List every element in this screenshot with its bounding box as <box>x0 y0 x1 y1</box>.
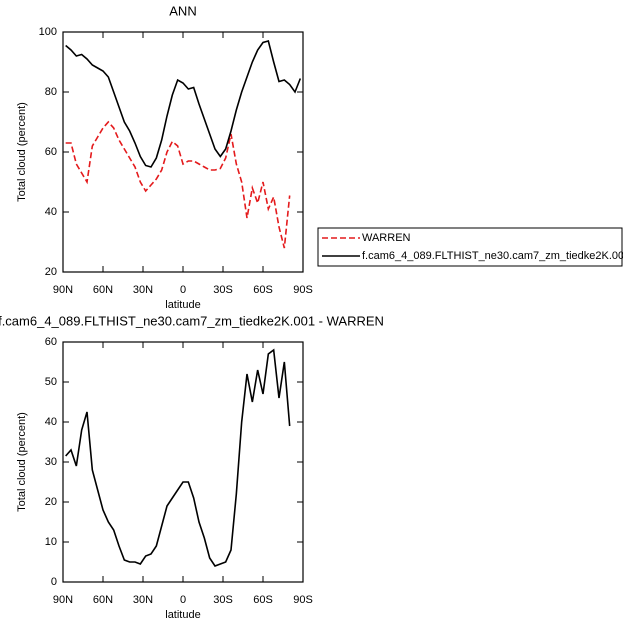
plot-frame <box>62 31 304 273</box>
y-tick-label: 100 <box>39 26 57 38</box>
x-tick-label: 60N <box>93 284 113 296</box>
y-axis-label: Total cloud (percent) <box>16 102 28 202</box>
y-tick-label: 60 <box>45 146 57 158</box>
y-tick-label: 20 <box>45 266 57 278</box>
x-tick-label: 90S <box>293 284 313 296</box>
x-tick-label: 90N <box>53 284 73 296</box>
x-tick-label: 90N <box>53 594 73 606</box>
x-tick-label: 30N <box>133 284 153 296</box>
y-tick-label: 40 <box>45 206 57 218</box>
x-tick-label: 90S <box>293 594 313 606</box>
plot-frame <box>62 341 304 583</box>
data-line <box>65 348 291 567</box>
x-tick-label: 60S <box>253 594 273 606</box>
y-tick-label: 10 <box>45 536 57 548</box>
x-tick-label: 30S <box>213 284 233 296</box>
y-tick-label: 60 <box>45 336 57 348</box>
x-tick-label: 30N <box>133 594 153 606</box>
legend-box <box>317 227 623 267</box>
x-tick-label: 30S <box>213 594 233 606</box>
chart-title: f.cam6_4_089.FLTHIST_ne30.cam7_zm_tiedke… <box>0 313 384 328</box>
x-tick-label: 60S <box>253 284 273 296</box>
y-axis-label: Total cloud (percent) <box>16 412 28 512</box>
y-tick-label: 0 <box>51 576 57 588</box>
y-tick-label: 20 <box>45 496 57 508</box>
y-tick-label: 30 <box>45 456 57 468</box>
data-line <box>65 40 302 168</box>
legend-label: WARREN <box>362 232 411 244</box>
legend-label: f.cam6_4_089.FLTHIST_ne30.cam7_zm_tiedke… <box>362 250 623 262</box>
data-line <box>65 120 291 249</box>
x-axis-label: latitude <box>165 609 200 621</box>
x-tick-label: 0 <box>180 284 186 296</box>
y-tick-label: 80 <box>45 86 57 98</box>
x-axis-label: latitude <box>165 299 200 311</box>
y-tick-label: 50 <box>45 376 57 388</box>
x-tick-label: 0 <box>180 594 186 606</box>
x-tick-label: 60N <box>93 594 113 606</box>
chart-title: ANN <box>169 3 196 18</box>
y-tick-label: 40 <box>45 416 57 428</box>
